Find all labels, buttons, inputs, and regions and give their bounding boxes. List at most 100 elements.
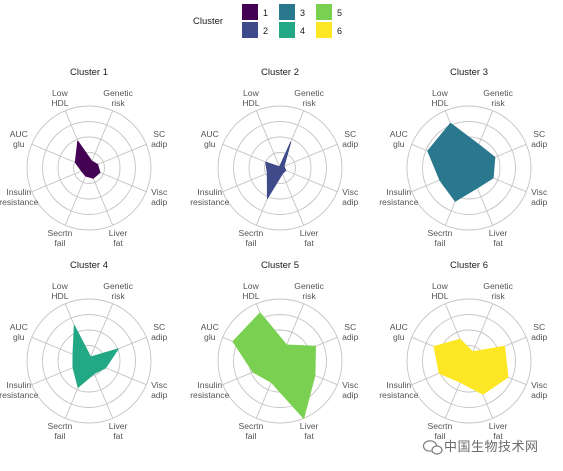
axis-label-line: adip [342,197,358,207]
axis-label-line: adip [531,197,547,207]
axis-label-line: adip [151,139,167,149]
axis-label: Genetic risk [483,88,513,108]
axis-label-line: Secrtn [238,421,263,431]
axis-label-line: adip [342,390,358,400]
legend-swatch [316,22,332,38]
axis-label-line: HDL [431,98,448,108]
axis-label-line: Insulin [197,187,222,197]
legend-label: 4 [300,26,305,36]
axis-label: SC adip [342,322,358,342]
panel-title: Cluster 6 [450,260,488,271]
axis-label: AUC glu [10,129,28,149]
legend-entry-3: 3 [279,4,305,20]
axis-label-line: fail [434,431,445,441]
axis-label-line: AUC [10,322,28,332]
grid-ring [422,121,516,215]
grid-ring [217,298,343,424]
axis-label: SC adip [151,129,167,149]
axis-label: Liver fat [109,228,128,248]
legend-swatch [279,22,295,38]
axis-label-line: HDL [51,291,68,301]
axis-label: Insulin resistance [190,380,229,400]
axis-label-line: Low [432,281,449,291]
legend-label: 1 [263,8,268,18]
axis-label-line: adip [531,139,547,149]
axis-label: AUC glu [390,129,408,149]
grid-ring [406,298,532,424]
axis-label-line: fail [54,431,65,441]
axis-label-line: risk [111,291,125,301]
axis-label: Liver fat [300,421,319,441]
axis-label-line: Low [432,88,449,98]
grid-ring [42,121,136,215]
panel-title: Cluster 2 [261,67,299,78]
legend-swatch [279,4,295,20]
axis-label-line: Genetic [483,281,513,291]
axis-label-line: Low [52,88,69,98]
axis-label-line: Secrtn [47,421,72,431]
axis-label: Liver fat [300,228,319,248]
axis-label-line: SC [344,322,356,332]
legend: Cluster 1 2 3 4 5 6 [193,4,342,38]
axis-label-line: resistance [190,197,229,207]
grid-ring [406,105,532,231]
legend-swatch [242,22,258,38]
legend-entry-5: 5 [316,4,342,20]
axis-label: SC adip [342,129,358,149]
axis-label-line: Visc [151,187,168,197]
axis-label-line: AUC [390,322,408,332]
panel-title: Cluster 5 [261,260,299,271]
grid-spoke [31,167,90,193]
axis-label: Low HDL [242,281,259,301]
axis-label-line: AUC [201,129,219,139]
axis-label: Secrtn fail [47,228,72,248]
axis-label-line: adip [531,332,547,342]
axis-label-line: SC [153,322,165,332]
axis-label: Low HDL [51,281,68,301]
axis-label-line: resistance [0,197,39,207]
axis-label: Insulin resistance [0,187,39,207]
axis-label-line: Visc [342,380,359,390]
axis-label-line: adip [342,332,358,342]
legend-entry-1: 1 [242,4,268,20]
axis-label-line: Genetic [103,88,133,98]
axis-label-line: Liver [489,421,508,431]
watermark: 中国生物技术网 [422,439,538,455]
legend-entry-6: 6 [316,22,342,38]
legend-title: Cluster [193,16,223,27]
cluster-3-polygon [427,122,496,202]
axis-label-line: Secrtn [47,228,72,238]
grid-ring [233,121,327,215]
axis-label-line: risk [302,98,316,108]
axis-label-line: Visc [531,187,548,197]
axis-label-line: Genetic [294,281,324,291]
axis-label: Low HDL [242,88,259,108]
axis-label-line: fat [304,431,314,441]
grid-ring [264,152,296,184]
cluster-6-polygon [433,338,509,395]
axis-label: AUC glu [10,322,28,342]
legend-label: 2 [263,26,268,36]
axis-label-line: Insulin [6,187,31,197]
axis-label-line: glu [393,332,405,342]
axis-label: Secrtn fail [427,421,452,441]
axis-label-line: Liver [109,228,128,238]
axis-label: Insulin resistance [0,380,39,400]
axis-label-line: adip [342,139,358,149]
axis-label-line: HDL [51,98,68,108]
legend-swatch [316,4,332,20]
grid-ring [422,314,516,408]
grid-spoke [255,110,281,169]
axis-label: Visc adip [151,380,168,400]
grid-ring [57,329,121,393]
axis-label-line: adip [531,390,547,400]
grid-ring [73,152,105,184]
axis-label-line: AUC [10,129,28,139]
axis-label: Low HDL [431,88,448,108]
axis-label: Genetic risk [294,88,324,108]
grid-spoke [64,167,90,226]
legend-label: 5 [337,8,342,18]
